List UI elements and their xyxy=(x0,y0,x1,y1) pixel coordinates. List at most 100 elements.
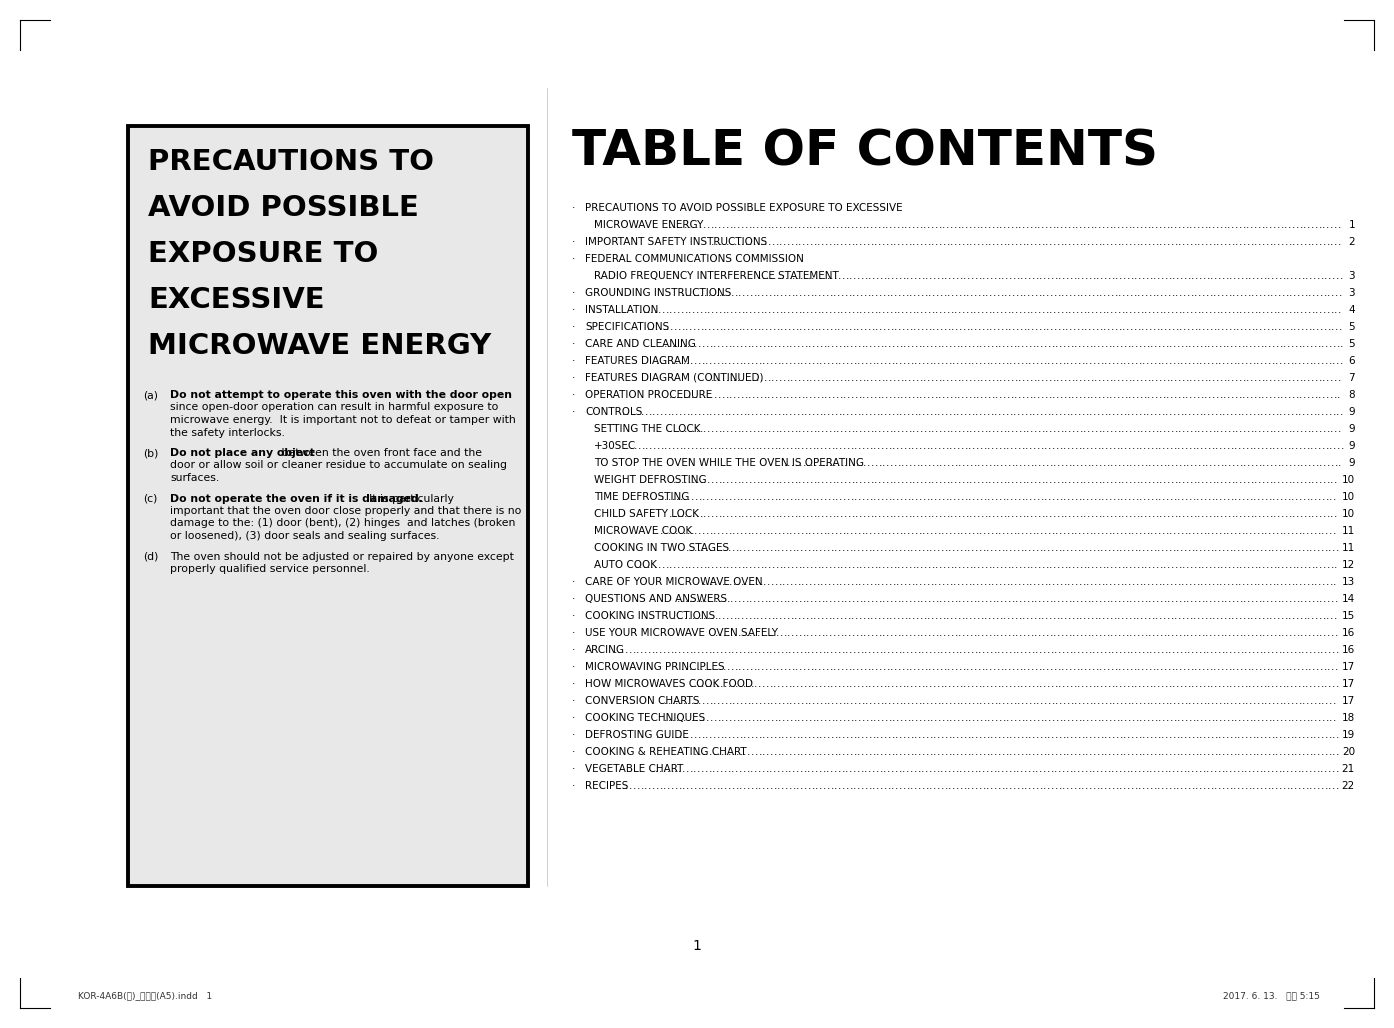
Text: .: . xyxy=(1058,543,1062,553)
Text: .: . xyxy=(757,305,760,315)
Text: .: . xyxy=(921,781,926,791)
Text: .: . xyxy=(1281,594,1284,604)
Text: .: . xyxy=(1153,322,1156,332)
Text: .: . xyxy=(1158,492,1161,502)
Text: .: . xyxy=(1112,730,1115,740)
Text: .: . xyxy=(979,747,983,757)
Text: .: . xyxy=(877,356,880,366)
Text: .: . xyxy=(760,237,764,247)
Text: .: . xyxy=(1266,288,1270,298)
Text: .: . xyxy=(1112,356,1115,366)
Text: .: . xyxy=(1005,781,1009,791)
Text: .: . xyxy=(914,680,917,689)
Text: .: . xyxy=(987,492,991,502)
Text: .: . xyxy=(1076,237,1079,247)
Text: .: . xyxy=(947,305,951,315)
Text: EXPOSURE TO: EXPOSURE TO xyxy=(148,240,378,268)
Text: .: . xyxy=(730,662,735,672)
Text: .: . xyxy=(686,645,689,655)
Text: .: . xyxy=(1207,713,1211,723)
Text: .: . xyxy=(1192,526,1196,536)
Text: .: . xyxy=(873,441,877,451)
Text: .: . xyxy=(1303,475,1308,485)
Text: .: . xyxy=(991,696,994,706)
Text: .: . xyxy=(1181,526,1184,536)
Text: .: . xyxy=(1122,271,1126,281)
Text: .: . xyxy=(849,781,853,791)
Text: .: . xyxy=(1178,560,1182,570)
Text: CHILD SAFETY LOCK: CHILD SAFETY LOCK xyxy=(594,509,698,519)
Text: .: . xyxy=(1310,696,1313,706)
Text: .: . xyxy=(1330,475,1334,485)
Text: .: . xyxy=(1150,747,1153,757)
Text: .: . xyxy=(1287,339,1291,348)
Text: .: . xyxy=(990,645,993,655)
Text: .: . xyxy=(1037,373,1041,383)
Text: ·: · xyxy=(572,696,576,706)
Text: .: . xyxy=(1128,526,1131,536)
Text: .: . xyxy=(756,339,758,348)
Text: .: . xyxy=(1263,543,1267,553)
Text: .: . xyxy=(1340,356,1344,366)
Text: .: . xyxy=(1124,492,1128,502)
Text: .: . xyxy=(822,730,827,740)
Text: ·: · xyxy=(572,373,576,383)
Text: .: . xyxy=(1018,492,1022,502)
Text: .: . xyxy=(857,696,861,706)
Text: .: . xyxy=(1276,781,1278,791)
Text: .: . xyxy=(1330,713,1333,723)
Text: .: . xyxy=(1150,339,1154,348)
Text: .: . xyxy=(1234,696,1238,706)
Text: .: . xyxy=(1319,628,1323,638)
Text: 8: 8 xyxy=(1348,390,1355,400)
Text: .: . xyxy=(743,730,747,740)
Text: .: . xyxy=(687,339,690,348)
Text: .: . xyxy=(1121,611,1125,621)
Text: .: . xyxy=(1188,407,1192,417)
Text: .: . xyxy=(907,339,910,348)
Text: .: . xyxy=(633,645,636,655)
Text: .: . xyxy=(815,696,820,706)
Text: .: . xyxy=(1288,441,1291,451)
Text: .: . xyxy=(742,628,746,638)
Text: .: . xyxy=(969,492,972,502)
Text: .: . xyxy=(855,339,857,348)
Text: .: . xyxy=(1330,373,1333,383)
Text: .: . xyxy=(1087,594,1090,604)
Text: .: . xyxy=(1129,424,1132,434)
Text: .: . xyxy=(868,339,873,348)
Text: .: . xyxy=(1188,271,1190,281)
Text: .: . xyxy=(1124,696,1126,706)
Text: .: . xyxy=(1188,696,1192,706)
Text: .: . xyxy=(1207,356,1210,366)
Text: .: . xyxy=(855,441,857,451)
Text: .: . xyxy=(1086,696,1089,706)
Text: .: . xyxy=(901,373,903,383)
Text: .: . xyxy=(1252,662,1255,672)
Text: .: . xyxy=(821,509,824,519)
Text: .: . xyxy=(1047,356,1051,366)
Text: .: . xyxy=(1036,543,1039,553)
Text: .: . xyxy=(1151,237,1156,247)
Text: .: . xyxy=(710,730,712,740)
Text: .: . xyxy=(1174,713,1177,723)
Text: .: . xyxy=(824,696,827,706)
Text: .: . xyxy=(758,680,761,689)
Text: .: . xyxy=(828,577,831,587)
Text: .: . xyxy=(719,305,722,315)
Text: .: . xyxy=(1087,560,1090,570)
Text: .: . xyxy=(1103,305,1105,315)
Text: .: . xyxy=(935,458,938,468)
Text: .: . xyxy=(691,475,696,485)
Text: .: . xyxy=(1094,220,1097,230)
Text: .: . xyxy=(1048,220,1052,230)
Text: .: . xyxy=(979,645,981,655)
Text: .: . xyxy=(778,441,782,451)
Text: .: . xyxy=(680,611,683,621)
Text: .: . xyxy=(980,220,984,230)
Text: .: . xyxy=(1046,237,1048,247)
Text: .: . xyxy=(1182,305,1186,315)
Text: .: . xyxy=(1161,747,1165,757)
Text: .: . xyxy=(1334,305,1338,315)
Text: .: . xyxy=(899,781,902,791)
